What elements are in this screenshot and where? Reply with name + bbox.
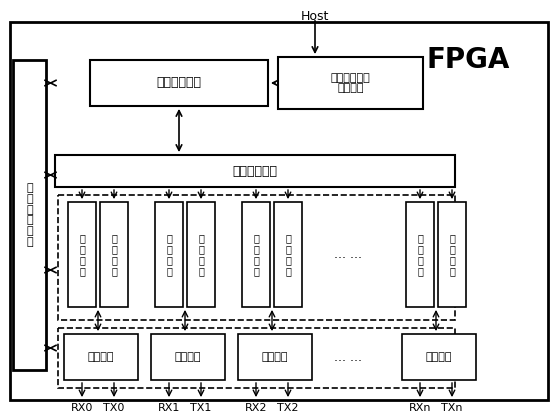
Text: TXn: TXn [441, 403, 463, 413]
Text: 接
收
缓
存: 接 收 缓 存 [79, 233, 85, 276]
Bar [13, 60, 46, 370]
Text: 传输控制列表: 传输控制列表 [156, 77, 201, 90]
Text: 交
换
控
制
逻
辑: 交 换 控 制 逻 辑 [26, 183, 33, 247]
Text: 检测逻辑: 检测逻辑 [88, 352, 114, 362]
Text: 发
送
缓
存: 发 送 缓 存 [111, 233, 117, 276]
Text: 发
送
缓
存: 发 送 缓 存 [449, 233, 455, 276]
Text: 检测逻辑: 检测逻辑 [262, 352, 288, 362]
Text: 发
送
缓
存: 发 送 缓 存 [285, 233, 291, 276]
Text: 检测逻辑: 检测逻辑 [426, 352, 452, 362]
Text: 发
送
缓
存: 发 送 缓 存 [198, 233, 204, 276]
Bar [58, 195, 455, 320]
Text: RXn: RXn [409, 403, 431, 413]
Bar [438, 202, 466, 307]
Text: 接
收
缓
存: 接 收 缓 存 [417, 233, 423, 276]
Bar [68, 202, 96, 307]
Bar [187, 202, 215, 307]
Bar [100, 202, 128, 307]
Bar [90, 60, 268, 106]
Bar [278, 57, 423, 109]
Text: TX0: TX0 [103, 403, 124, 413]
Text: TX2: TX2 [277, 403, 299, 413]
Bar [274, 202, 302, 307]
Text: 检测逻辑: 检测逻辑 [175, 352, 201, 362]
Bar [155, 202, 183, 307]
Bar [406, 202, 434, 307]
Text: 数据转发逻辑: 数据转发逻辑 [233, 165, 277, 178]
Bar [238, 334, 312, 380]
Bar [242, 202, 270, 307]
Bar [151, 334, 225, 380]
Text: RX2: RX2 [245, 403, 267, 413]
Text: RX0: RX0 [71, 403, 93, 413]
Text: ... ...: ... ... [334, 351, 362, 364]
Text: RX1: RX1 [158, 403, 180, 413]
Text: TX1: TX1 [190, 403, 211, 413]
Bar [64, 334, 138, 380]
Bar [402, 334, 476, 380]
Text: 接
收
缓
存: 接 收 缓 存 [166, 233, 172, 276]
Text: 传输控制列表
配置逻辑: 传输控制列表 配置逻辑 [331, 72, 371, 93]
Text: 接
收
缓
存: 接 收 缓 存 [253, 233, 259, 276]
Text: ... ...: ... ... [334, 248, 362, 261]
Text: FPGA: FPGA [426, 46, 509, 74]
Text: Host: Host [301, 10, 329, 23]
Bar [55, 155, 455, 187]
Bar [58, 328, 455, 388]
